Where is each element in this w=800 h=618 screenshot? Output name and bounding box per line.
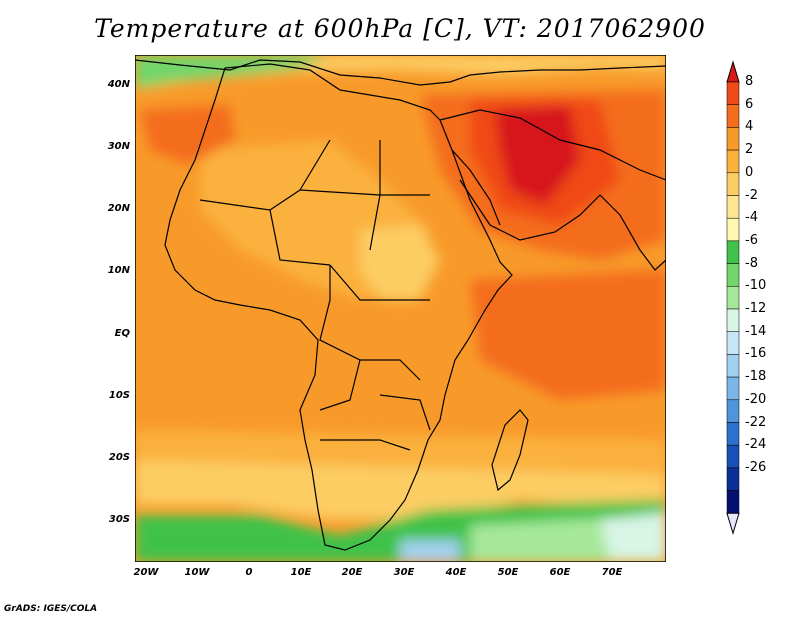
colorbar-segment [726, 263, 740, 287]
colorbar-tick-label: -6 [745, 232, 758, 248]
lat-tick-label: 30N [107, 141, 130, 152]
colorbar-segment [726, 81, 740, 105]
colorbar-segment [726, 331, 740, 355]
coastline-arabia [439, 109, 666, 181]
colorbar-segment [726, 240, 740, 264]
coastline-india [599, 194, 666, 271]
colorbar-tick-label: -14 [745, 323, 767, 339]
colorbar-segment [726, 376, 740, 401]
colorbar-tick-label: -2 [745, 187, 758, 203]
colorbar-segment [726, 444, 740, 469]
field-south-cool [135, 460, 666, 520]
lon-tick-label: 0 [245, 567, 253, 578]
lon-tick-label: 30E [393, 567, 415, 578]
colorbar-max-triangle [726, 60, 740, 83]
colorbar-tick-label: -4 [745, 210, 758, 226]
coastline-arabia-south [459, 179, 601, 241]
colorbar-segment [726, 308, 740, 332]
lon-tick-label: 50E [497, 567, 519, 578]
colorbar-tick-label: -18 [745, 369, 767, 385]
colorbar-min-triangle [726, 512, 740, 536]
lat-tick-label: 30S [108, 514, 130, 525]
colorbar-tick-label: -10 [745, 278, 767, 294]
field-nw-africa-hot [140, 105, 235, 165]
colorbar-segment [726, 490, 740, 514]
colorbar-segment [726, 467, 740, 491]
lat-tick-label: 40N [107, 79, 130, 90]
colorbar-segment [726, 217, 740, 242]
colorbar-segment [726, 422, 740, 446]
colorbar-tick-label: -26 [745, 459, 767, 475]
field-central-cool [360, 225, 440, 300]
coastline-madagascar [491, 409, 529, 492]
lon-tick-label: 10W [184, 567, 210, 578]
field-southern-blue [400, 540, 460, 562]
colorbar-tick-label: 8 [745, 74, 754, 89]
lat-tick-label: 10N [107, 265, 130, 276]
colorbar-segment [726, 286, 740, 310]
lon-tick-label: 70E [601, 567, 623, 578]
coastline-europe [135, 59, 666, 86]
colorbar-tick-label: 4 [745, 119, 754, 135]
colorbar-segment [726, 149, 740, 174]
colorbar-segment [726, 172, 740, 196]
colorbar-segment [726, 104, 740, 128]
colorbar [726, 60, 740, 536]
field-indian-ocean-hot [470, 270, 666, 400]
colorbar-segment [726, 127, 740, 151]
field-arabia-hottest [495, 105, 580, 205]
lon-tick-label: 60E [549, 567, 571, 578]
colorbar-tick-label: -20 [745, 391, 767, 407]
colorbar-tick-label: -8 [745, 255, 758, 271]
colorbar-tick-label: -24 [745, 437, 767, 453]
field-southern-lightblue [600, 512, 666, 560]
coastline-red-sea [451, 149, 501, 226]
colorbar-segment [726, 195, 740, 219]
colorbar-tick-label: 2 [745, 142, 754, 158]
lon-tick-label: 40E [445, 567, 467, 578]
colorbar-segment [726, 354, 740, 378]
lat-tick-label: 20S [108, 452, 130, 463]
lat-tick-label: 20N [107, 203, 130, 214]
coastline-africa [164, 63, 513, 551]
colorbar-segment [726, 399, 740, 423]
lon-tick-label: 20E [341, 567, 363, 578]
colorbar-tick-label: 0 [745, 164, 754, 180]
credit-label: GrADS: IGES/COLA [4, 604, 98, 614]
colorbar-tick-label: -12 [745, 301, 767, 316]
colorbar-tick-label: 6 [745, 96, 754, 112]
lon-tick-label: 20W [133, 567, 159, 578]
colorbar-tick-label: -16 [745, 346, 767, 362]
border-lines [199, 139, 431, 451]
map-title: Temperature at 600hPa [C], VT: 201706290… [94, 14, 706, 43]
lat-tick-label: 10S [108, 390, 130, 401]
field-mediterranean-green [135, 55, 330, 88]
colorbar-tick-label: -22 [745, 414, 767, 430]
lat-tick-label: EQ [114, 328, 130, 339]
lon-tick-label: 10E [290, 567, 312, 578]
